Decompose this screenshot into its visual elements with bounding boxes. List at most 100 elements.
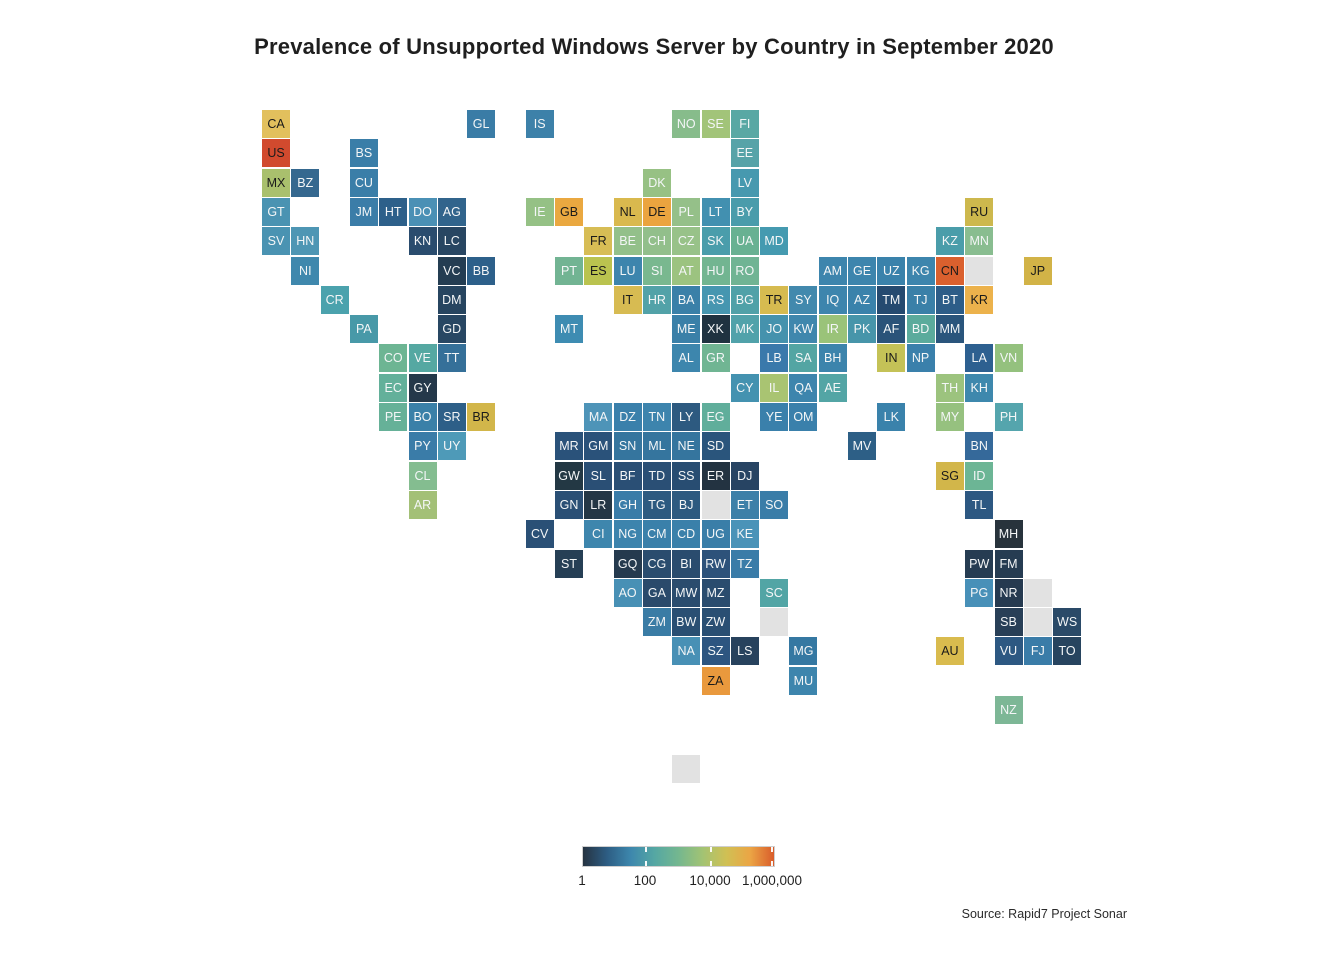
- country-tile-ZA: ZA: [701, 666, 730, 695]
- legend-tick-mark: [771, 861, 773, 866]
- country-tile-AM: AM: [818, 256, 847, 285]
- country-tile-CY: CY: [730, 373, 759, 402]
- country-tile-TZ: TZ: [730, 549, 759, 578]
- country-tile-MG: MG: [789, 637, 818, 666]
- country-tile-AO: AO: [613, 578, 642, 607]
- country-tile-IE: IE: [525, 197, 554, 226]
- country-tile-GY: GY: [408, 373, 437, 402]
- country-tile-FI: FI: [730, 110, 759, 138]
- country-tile-AG: AG: [437, 197, 466, 226]
- country-tile-KW: KW: [789, 315, 818, 344]
- country-tile-TH: TH: [935, 373, 964, 402]
- country-tile-CR: CR: [320, 285, 349, 314]
- country-tile-CD: CD: [672, 520, 701, 549]
- country-tile-IT: IT: [613, 285, 642, 314]
- country-tile-UY: UY: [437, 432, 466, 461]
- country-tile-HN: HN: [291, 227, 320, 256]
- country-tile-LS: LS: [730, 637, 759, 666]
- country-tile-XK: XK: [701, 315, 730, 344]
- country-tile-TJ: TJ: [906, 285, 935, 314]
- country-tile-TN: TN: [642, 403, 671, 431]
- country-tile-TO: TO: [1053, 637, 1082, 666]
- country-tile-VN: VN: [994, 344, 1023, 373]
- country-tile-ZM: ZM: [642, 608, 671, 637]
- country-tile-MW: MW: [672, 578, 701, 607]
- country-tile-SY: SY: [789, 285, 818, 314]
- country-tile-NR: NR: [994, 578, 1023, 607]
- country-tile-GA: GA: [642, 578, 671, 607]
- country-tile-PL: PL: [672, 197, 701, 226]
- country-tile-SD: SD: [701, 432, 730, 461]
- country-tile-PG: PG: [965, 578, 994, 607]
- country-tile-UZ: UZ: [877, 256, 906, 285]
- country-tile-DZ: DZ: [613, 403, 642, 431]
- country-tile-SZ: SZ: [701, 637, 730, 666]
- country-tile-UG: UG: [701, 520, 730, 549]
- country-tile-TR: TR: [760, 285, 789, 314]
- country-tile-US: US: [262, 139, 290, 168]
- country-tile-BR: BR: [467, 403, 496, 431]
- country-tile-BH: BH: [818, 344, 847, 373]
- country-tile-SR: SR: [437, 403, 466, 431]
- country-tile-PH: PH: [994, 403, 1023, 431]
- country-tile-KZ: KZ: [935, 227, 964, 256]
- country-tile-VU: VU: [994, 637, 1023, 666]
- country-tile-CO: CO: [379, 344, 408, 373]
- country-tile-WS: WS: [1053, 608, 1082, 637]
- country-tile-BZ: BZ: [291, 168, 320, 197]
- country-tile-JO: JO: [760, 315, 789, 344]
- country-tile-IS: IS: [525, 110, 554, 138]
- country-tile-CI: CI: [584, 520, 613, 549]
- country-tile-TM: TM: [877, 285, 906, 314]
- country-tile-DM: DM: [437, 285, 466, 314]
- country-tile-GL: GL: [467, 110, 496, 138]
- country-tile-FM: FM: [994, 549, 1023, 578]
- country-tile-MZ: MZ: [701, 578, 730, 607]
- country-tile-CN: CN: [935, 256, 964, 285]
- country-tile-KN: KN: [408, 227, 437, 256]
- country-tile-GD: GD: [437, 315, 466, 344]
- no-data-tile: [672, 754, 701, 783]
- country-tile-HT: HT: [379, 197, 408, 226]
- country-tile-CV: CV: [525, 520, 554, 549]
- country-tile-JM: JM: [349, 197, 378, 226]
- country-tile-CZ: CZ: [672, 227, 701, 256]
- no-data-tile: [965, 256, 994, 285]
- country-tile-LU: LU: [613, 256, 642, 285]
- country-tile-AR: AR: [408, 490, 437, 519]
- country-tile-TD: TD: [642, 461, 671, 490]
- country-tile-ML: ML: [642, 432, 671, 461]
- country-tile-GH: GH: [613, 490, 642, 519]
- country-tile-MV: MV: [848, 432, 876, 461]
- country-tile-IQ: IQ: [818, 285, 847, 314]
- no-data-tile: [701, 490, 730, 519]
- country-tile-SO: SO: [760, 490, 789, 519]
- country-tile-TT: TT: [437, 344, 466, 373]
- country-tile-CM: CM: [642, 520, 671, 549]
- country-tile-LV: LV: [730, 168, 759, 197]
- country-tile-LA: LA: [965, 344, 994, 373]
- legend-label-10000: 10,000: [689, 873, 731, 888]
- country-tile-BA: BA: [672, 285, 701, 314]
- country-tile-SS: SS: [672, 461, 701, 490]
- country-tile-KH: KH: [965, 373, 994, 402]
- country-tile-NE: NE: [672, 432, 701, 461]
- country-tile-MA: MA: [584, 403, 613, 431]
- country-tile-CL: CL: [408, 461, 437, 490]
- country-tile-BN: BN: [965, 432, 994, 461]
- country-tile-GR: GR: [701, 344, 730, 373]
- country-tile-FJ: FJ: [1023, 637, 1052, 666]
- country-tile-GW: GW: [555, 461, 583, 490]
- country-tile-KG: KG: [906, 256, 935, 285]
- country-tile-PY: PY: [408, 432, 437, 461]
- country-tile-PE: PE: [379, 403, 408, 431]
- no-data-tile: [1023, 578, 1052, 607]
- country-tile-CA: CA: [262, 110, 290, 138]
- country-tile-LK: LK: [877, 403, 906, 431]
- country-tile-SL: SL: [584, 461, 613, 490]
- country-tile-SB: SB: [994, 608, 1023, 637]
- country-tile-VE: VE: [408, 344, 437, 373]
- country-tile-AF: AF: [877, 315, 906, 344]
- country-tile-RW: RW: [701, 549, 730, 578]
- country-tile-BW: BW: [672, 608, 701, 637]
